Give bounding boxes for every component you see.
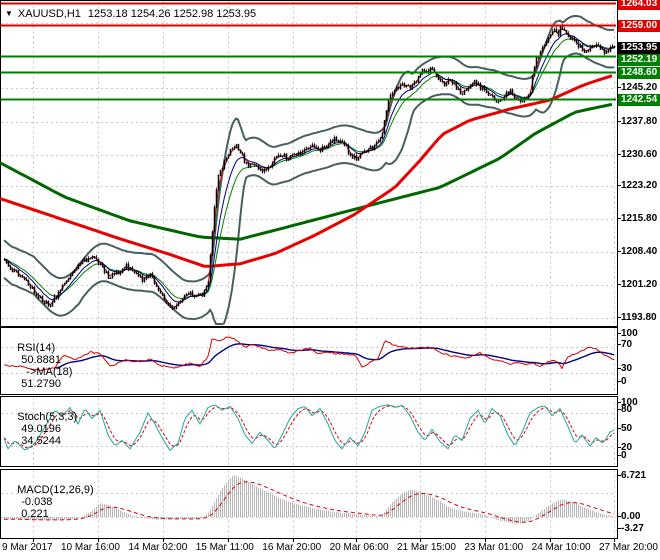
level-price-badge: 1248.60 [618,67,660,79]
current-price-badge: 1253.95 [618,42,660,54]
price-axis-label: -3.27 [617,523,644,534]
level-price-badge: 1242.54 [618,94,660,106]
price-axis-label: 1193.80 [617,312,657,323]
price-axis-label: 1223.20 [616,180,658,191]
price-axis-label: 30 [616,363,633,374]
time-axis-label: 24 Mar 10:00 [531,542,591,553]
time-axis[interactable]: 9 Mar 2017 10 Mar 16:00 14 Mar 02:00 15 Mar… [0,542,660,553]
time-axis-tick [98,539,99,542]
price-axis-label: 100 [617,397,638,408]
rsi-line [3,336,615,372]
price-axis-label: 1245.20 [616,82,658,93]
price-axis-label: 20 [616,442,633,453]
time-axis-tick [420,539,421,542]
panel-main [0,0,618,327]
rsi-ma-line [55,343,615,369]
time-axis-tick [356,539,357,542]
candle-bodies [3,25,616,310]
price-axis-label: 1215.80 [616,213,658,224]
ohlc-values: 1253.18 1254.26 1252.98 1253.95 [87,8,257,20]
price-axis-label: 1237.80 [616,116,658,127]
time-axis-label: 21 Mar 15:00 [396,542,456,553]
level-price-badge: 1252.19 [618,54,660,66]
macd-signal-value: 0.221 [21,508,49,520]
chart-canvas[interactable] [0,0,618,540]
price-axis-label: 0.00 [616,511,641,522]
time-axis-label: 27 Mar 20:00 [599,542,658,553]
time-axis-tick [485,539,486,542]
price-axis-label: 0 [617,376,627,387]
price-axis-label: 0 [617,450,627,461]
rsi-ma-label: ->MA(18) [26,366,73,378]
time-axis-tick [614,539,615,542]
time-axis-tick [163,539,164,542]
symbol-timeframe-label: XAUUSD,H1 [17,8,81,20]
time-axis-label: 14 Mar 02:00 [128,542,188,553]
stoch-header: Stoch(5,3,3) 49.0196 34.5244 [5,399,77,459]
panel-rsi [0,327,618,395]
stoch-signal-value: 34.5244 [21,435,61,447]
rsi-indicator-label: RSI(14) [17,342,56,354]
time-axis-label: 10 Mar 16:00 [61,542,120,553]
macd-histogram [4,475,615,524]
panel-macd [0,469,618,539]
price-axis-label: 80 [616,404,633,415]
bollinger-lower-band [3,52,615,325]
level-price-badge: 1259.00 [618,20,660,32]
price-axis-label: 1201.20 [616,279,658,290]
slow-ma-red [0,74,613,268]
macd-indicator-label: MACD(12,26,9) [17,484,94,496]
time-axis-tick [293,539,294,542]
time-axis-tick [33,539,34,542]
slow-ma-green [0,102,613,241]
time-axis-label: 23 Mar 01:00 [464,542,524,553]
panel-stoch [0,396,618,467]
price-axis-label: 100 [617,328,638,339]
stoch-main-value: 49.0196 [21,423,61,435]
bollinger-upper-band [3,14,615,283]
macd-header: MACD(12,26,9) -0.038 0.221 [5,472,94,532]
stoch-signal-line [3,405,615,449]
price-axis-label: 6.721 [616,470,647,481]
time-axis-label: 9 Mar 2017 [2,542,53,553]
symbol-dropdown-icon[interactable]: ▼ [5,9,13,18]
stoch-main-line [3,404,615,452]
price-axis-label: 50 [616,423,633,434]
price-axis-label: 70 [616,339,633,350]
time-axis-label: 15 Mar 11:00 [195,542,254,553]
chart-header: ▼ XAUUSD,H1 1253.18 1254.26 1252.98 1253… [5,8,256,20]
time-axis-label: 16 Mar 20:00 [262,542,322,553]
stoch-indicator-label: Stoch(5,3,3) [17,411,78,423]
price-axis-label: 1208.40 [616,246,658,257]
price-axis-label: 1230.60 [616,149,658,160]
time-axis-tick [228,539,229,542]
rsi-ma-value: 51.2790 [21,378,61,390]
rsi-value: 50.8881 [21,354,61,366]
rsi-header: RSI(14) 50.8881 ->MA(18) 51.2790 [5,330,72,402]
time-axis-tick [550,539,551,542]
time-axis-label: 20 Mar 06:00 [329,542,389,553]
level-price-badge: 1264.03 [618,0,660,10]
macd-value: -0.038 [21,496,53,508]
